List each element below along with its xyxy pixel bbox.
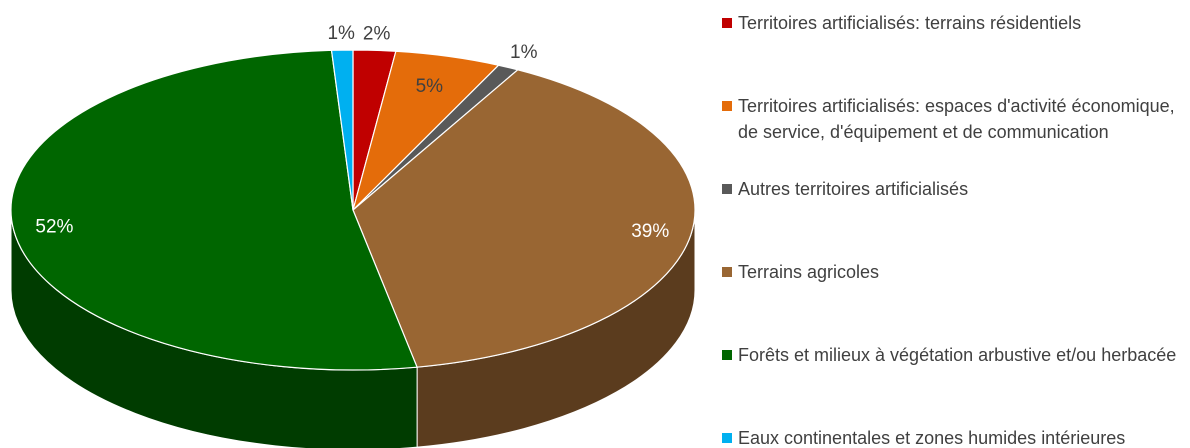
legend-label: Terrains agricoles — [738, 262, 880, 282]
legend-swatch — [722, 267, 732, 277]
data-label: 1% — [327, 23, 355, 44]
legend-item: Autres territoires artificialisés — [722, 176, 1182, 202]
pie-area: 2% 5% 1% 39% 52% 1% — [10, 23, 696, 448]
legend-label: Eaux continentales et zones humides inté… — [738, 428, 1126, 448]
legend-swatch — [722, 433, 732, 443]
legend-label: Territoires artificialisés: espaces d'ac… — [738, 96, 1175, 142]
legend-swatch — [722, 101, 732, 111]
data-label: 5% — [416, 76, 444, 97]
legend-item: Forêts et milieux à végétation arbustive… — [722, 342, 1182, 368]
legend-item: Territoires artificialisés: terrains rés… — [722, 10, 1182, 36]
legend-label: Autres territoires artificialisés — [738, 179, 969, 199]
legend-swatch — [722, 184, 732, 194]
legend-swatch — [722, 350, 732, 360]
slice — [352, 69, 696, 368]
data-label: 52% — [35, 217, 73, 238]
data-label: 2% — [363, 23, 391, 44]
legend-item: Eaux continentales et zones humides inté… — [722, 425, 1182, 448]
slice — [10, 49, 418, 371]
slice — [330, 49, 354, 211]
data-label: 1% — [510, 42, 538, 63]
legend-item: Terrains agricoles — [722, 259, 1182, 285]
legend-swatch — [722, 18, 732, 28]
data-label: 39% — [631, 221, 669, 242]
legend-item: Territoires artificialisés: espaces d'ac… — [722, 93, 1182, 145]
legend-label: Territoires artificialisés: terrains rés… — [738, 13, 1082, 33]
legend-label: Forêts et milieux à végétation arbustive… — [738, 345, 1177, 365]
